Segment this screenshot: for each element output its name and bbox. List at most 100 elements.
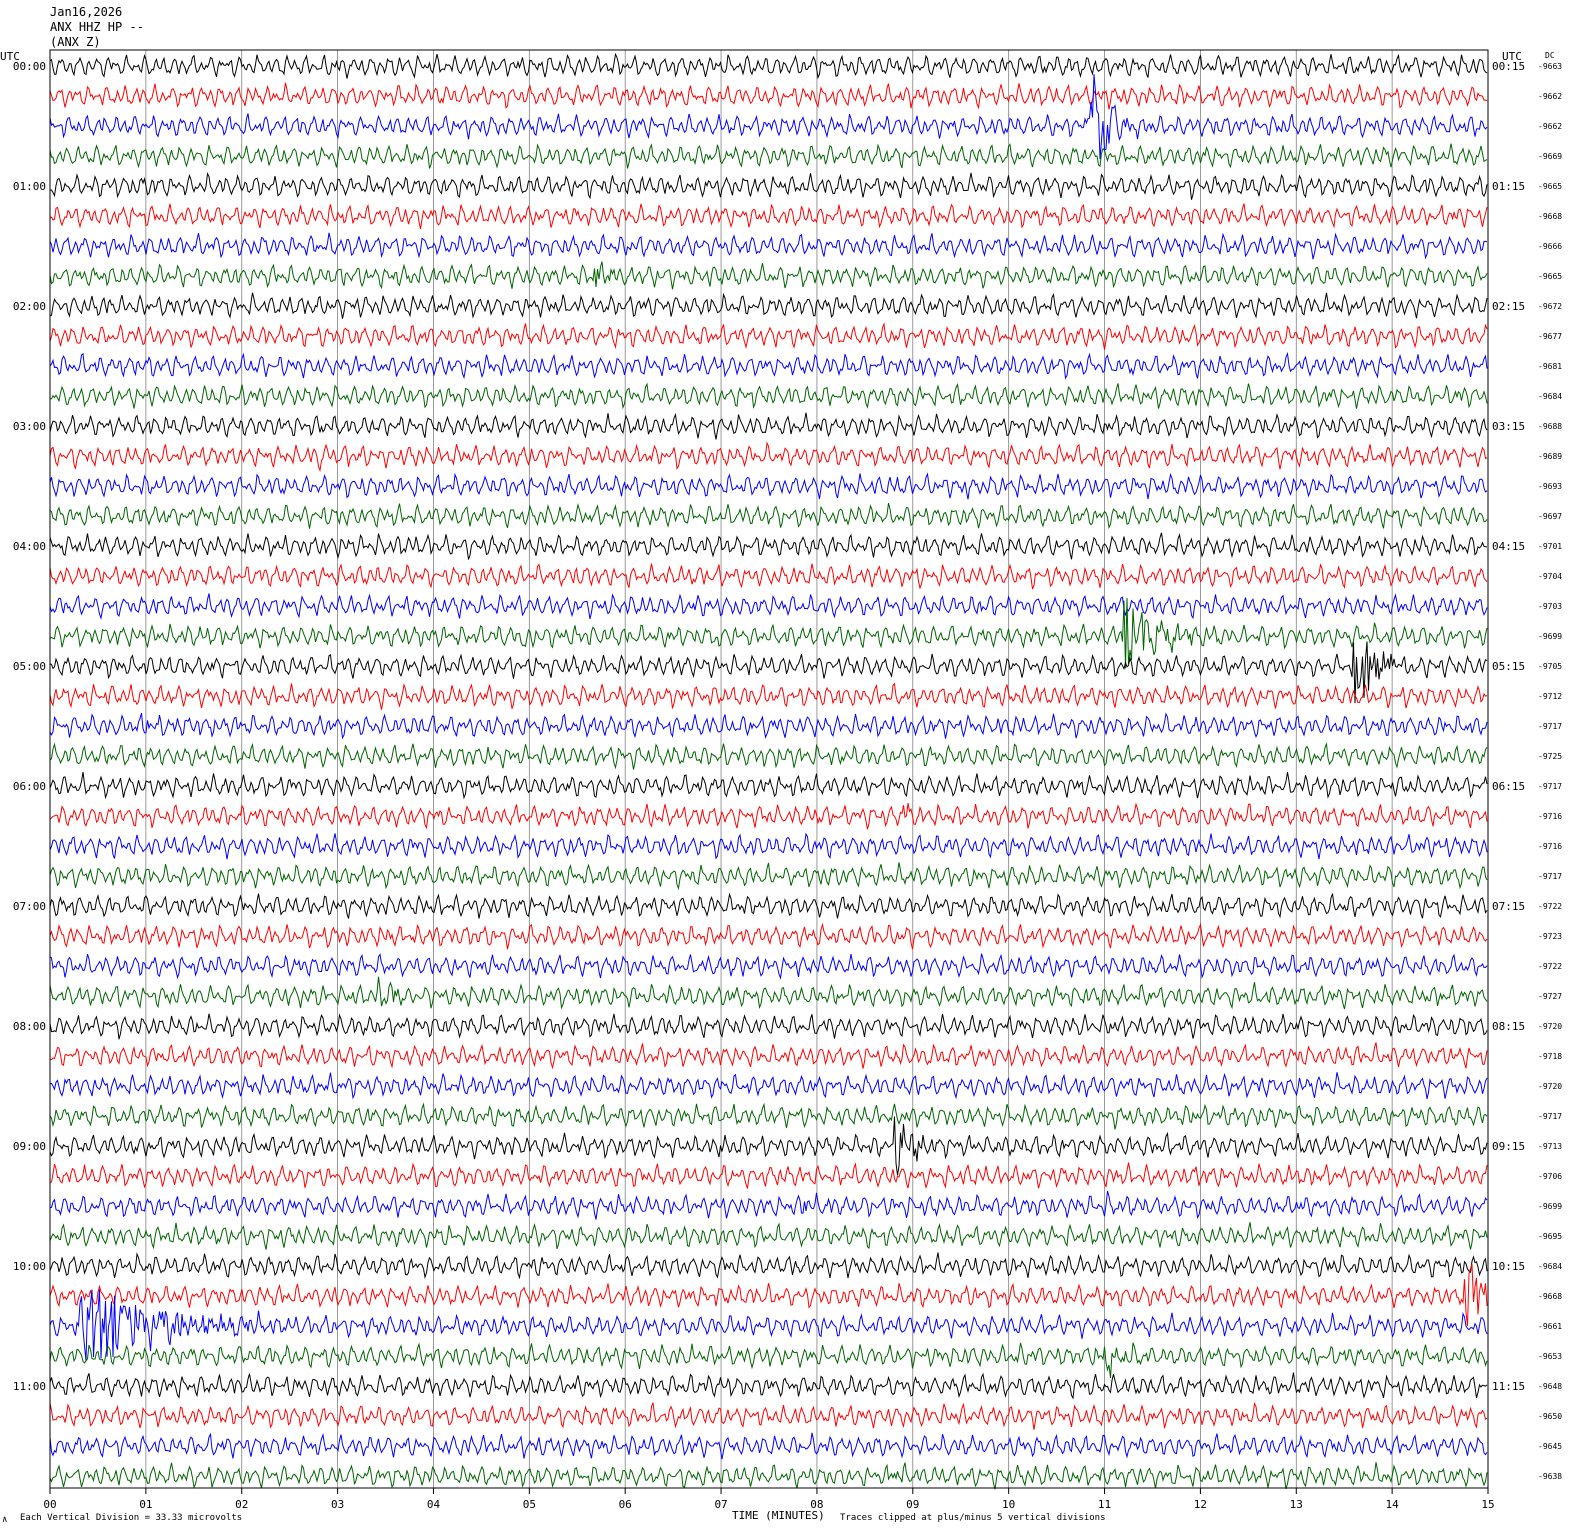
x-tick-label: 07 <box>714 1498 727 1511</box>
x-tick-label: 04 <box>427 1498 441 1511</box>
seismic-trace <box>49 1342 1488 1379</box>
dc-offset-label: -9645 <box>1538 1442 1562 1451</box>
dc-offset-label: -9662 <box>1538 122 1562 131</box>
right-time-label: 10:15 <box>1492 1260 1525 1273</box>
dc-offset-label: -9722 <box>1538 902 1562 911</box>
dc-offset-label: -9723 <box>1538 932 1562 941</box>
left-time-label: 05:00 <box>13 660 46 673</box>
x-tick-label: 13 <box>1290 1498 1303 1511</box>
dc-offset-label: -9650 <box>1538 1412 1562 1421</box>
seismic-trace <box>49 502 1488 530</box>
seismic-trace <box>49 892 1488 919</box>
dc-offset-label: -9720 <box>1538 1082 1562 1091</box>
dc-offset-label: -9665 <box>1538 272 1562 281</box>
seismic-trace <box>49 351 1488 380</box>
dc-offset-label: -9717 <box>1538 1112 1562 1121</box>
dc-offset-label: -9697 <box>1538 512 1562 521</box>
seismic-trace <box>49 1162 1488 1190</box>
x-tick-label: 12 <box>1194 1498 1207 1511</box>
dc-offset-label: -9638 <box>1538 1472 1562 1481</box>
right-time-labels: 00:15 01:15 02:15 03:15 04:15 05:15 06:15 07:15… <box>1492 60 1525 1393</box>
left-time-label: 10:00 <box>13 1260 46 1273</box>
x-tick-label: 10 <box>1002 1498 1015 1511</box>
dc-offset-label: -9706 <box>1538 1172 1562 1181</box>
seismic-trace <box>49 203 1488 230</box>
dc-offset-label: -9662 <box>1538 92 1562 101</box>
seismic-trace <box>49 802 1488 830</box>
dc-offset-label: -9717 <box>1538 722 1562 731</box>
seismic-trace <box>49 712 1488 740</box>
x-tick-label: 06 <box>619 1498 632 1511</box>
right-time-label: 04:15 <box>1492 540 1525 553</box>
seismic-trace <box>49 382 1488 410</box>
dc-offset-label: -9717 <box>1538 872 1562 881</box>
seismic-trace <box>49 682 1488 710</box>
right-utc-title: UTC <box>1502 50 1522 63</box>
dc-offset-label: -9668 <box>1538 212 1562 221</box>
left-time-label: 04:00 <box>13 540 46 553</box>
dc-offset-label: -9663 <box>1538 62 1562 71</box>
dc-title: DC <box>1545 51 1555 60</box>
x-tick-label: 02 <box>235 1498 248 1511</box>
left-time-labels: 00:00 01:00 02:00 03:00 04:00 05:00 06:00 07:00… <box>13 60 46 1393</box>
dc-offset-label: -9684 <box>1538 392 1562 401</box>
left-time-label: 11:00 <box>13 1380 46 1393</box>
left-time-label: 00:00 <box>13 60 46 73</box>
dc-offset-label: -9703 <box>1538 602 1562 611</box>
left-time-label: 07:00 <box>13 900 46 913</box>
dc-offset-label: -9695 <box>1538 1232 1562 1241</box>
seismic-trace <box>49 472 1488 500</box>
seismic-trace <box>49 1432 1488 1460</box>
clip-note: Traces clipped at plus/minus 5 vertical … <box>840 1513 1106 1523</box>
seismic-trace <box>49 441 1488 473</box>
right-time-label: 11:15 <box>1492 1380 1525 1393</box>
right-time-label: 06:15 <box>1492 780 1525 793</box>
dc-offset-label: -9720 <box>1538 1022 1562 1031</box>
dc-offset-label: -9712 <box>1538 692 1562 701</box>
dc-offset-label: -9716 <box>1538 842 1562 851</box>
dc-offset-label: -9681 <box>1538 362 1562 371</box>
seismic-trace <box>49 232 1488 260</box>
seismic-trace <box>49 1072 1488 1100</box>
seismic-trace <box>49 1102 1488 1130</box>
right-time-label: 09:15 <box>1492 1140 1525 1153</box>
right-time-label: 05:15 <box>1492 660 1525 673</box>
dc-offset-label: -9669 <box>1538 152 1562 161</box>
scale-note: Each Vertical Division = 33.33 microvolt… <box>20 1513 242 1523</box>
dc-offset-label: -9648 <box>1538 1382 1562 1391</box>
dc-offset-label: -9677 <box>1538 332 1562 341</box>
dc-offset-label: -9725 <box>1538 752 1562 761</box>
seismic-trace <box>49 1252 1488 1280</box>
seismic-trace <box>49 532 1488 560</box>
seismic-trace <box>49 563 1488 590</box>
seismic-trace <box>49 1372 1488 1400</box>
seismic-trace <box>49 1222 1488 1250</box>
seismic-trace <box>49 1401 1488 1430</box>
seismic-trace <box>49 322 1488 350</box>
station-label: ANX HHZ HP -- <box>50 20 144 34</box>
dc-offset-label: -9727 <box>1538 992 1562 1001</box>
component-label: (ANX Z) <box>50 35 101 49</box>
seismic-trace <box>49 1013 1488 1040</box>
dc-offset-label: -9661 <box>1538 1322 1562 1331</box>
dc-offset-label: -9718 <box>1538 1052 1562 1061</box>
left-time-label: 06:00 <box>13 780 46 793</box>
seismic-trace <box>49 412 1488 440</box>
left-time-label: 09:00 <box>13 1140 46 1153</box>
right-time-label: 02:15 <box>1492 300 1525 313</box>
seismic-trace <box>49 143 1488 169</box>
dc-offset-label: -9717 <box>1538 782 1562 791</box>
plot-frame <box>49 49 1489 1489</box>
x-tick-label: 00 <box>43 1498 56 1511</box>
seismic-trace <box>49 74 1488 160</box>
dc-offset-label: -9713 <box>1538 1142 1562 1151</box>
x-tick-label: 05 <box>523 1498 536 1511</box>
right-time-label: 03:15 <box>1492 420 1525 433</box>
dc-offset-labels: -9663 -9662 -9662 -9669 -9665 -9668 -9666 -9665… <box>1538 62 1562 1481</box>
x-tick-label: 01 <box>139 1498 152 1511</box>
x-tick-label: 03 <box>331 1498 344 1511</box>
x-axis-label: TIME (MINUTES) <box>732 1509 825 1522</box>
minute-gridlines <box>49 50 1489 1488</box>
seismic-trace <box>49 593 1488 621</box>
